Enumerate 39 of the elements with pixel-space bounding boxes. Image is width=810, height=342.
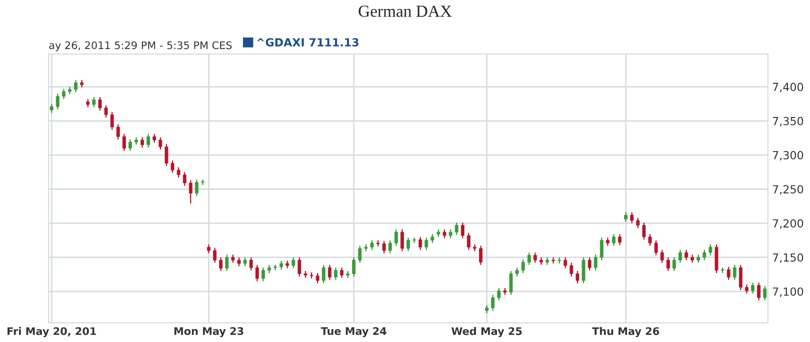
candlestick	[654, 240, 658, 256]
x-tick-label: Tue May 24	[320, 327, 386, 338]
x-tick-label: Fri May 20, 201	[8, 327, 96, 338]
candlestick	[570, 262, 574, 278]
candlestick	[370, 240, 374, 250]
x-tick-label: Wed May 25	[452, 327, 522, 338]
candlestick	[382, 240, 386, 254]
candlestick	[176, 166, 180, 178]
candlestick	[170, 160, 174, 174]
candlestick	[98, 96, 102, 112]
candlestick	[110, 111, 114, 130]
text: ay 26, 2011 5:29 PM - 5:35 PM CES	[49, 41, 232, 52]
y-tick-label: 7,200	[772, 219, 804, 229]
candlestick	[158, 136, 162, 150]
y-tick-label: 7,400	[772, 82, 804, 92]
candlestick	[430, 234, 434, 244]
x-tick-label: Mon May 23	[174, 327, 244, 338]
text: ^GDAXI 7111.13	[257, 38, 358, 47]
candlestick	[104, 104, 108, 118]
y-tick-label: 7,150	[772, 253, 804, 263]
candlestick	[636, 217, 640, 229]
candlestick	[503, 288, 507, 296]
y-tick-label: 7,300	[772, 150, 804, 161]
candlestick	[576, 270, 580, 284]
chart-title: German DAX	[358, 6, 452, 17]
candlestick	[92, 96, 96, 108]
candlestick	[286, 260, 290, 269]
candlestick	[304, 270, 308, 278]
candlestick	[316, 272, 320, 284]
y-tick-label: 7,250	[772, 185, 804, 195]
candlestick	[436, 228, 440, 238]
y-tick-label: 7,350	[772, 116, 804, 126]
candlestick	[515, 267, 519, 278]
candlestick	[708, 244, 712, 256]
candlestick	[231, 254, 235, 264]
candlestick	[702, 249, 706, 261]
x-tick-label: Thu May 26	[592, 327, 660, 338]
y-tick-label: 7,100	[772, 287, 804, 297]
candlestick	[648, 234, 652, 246]
